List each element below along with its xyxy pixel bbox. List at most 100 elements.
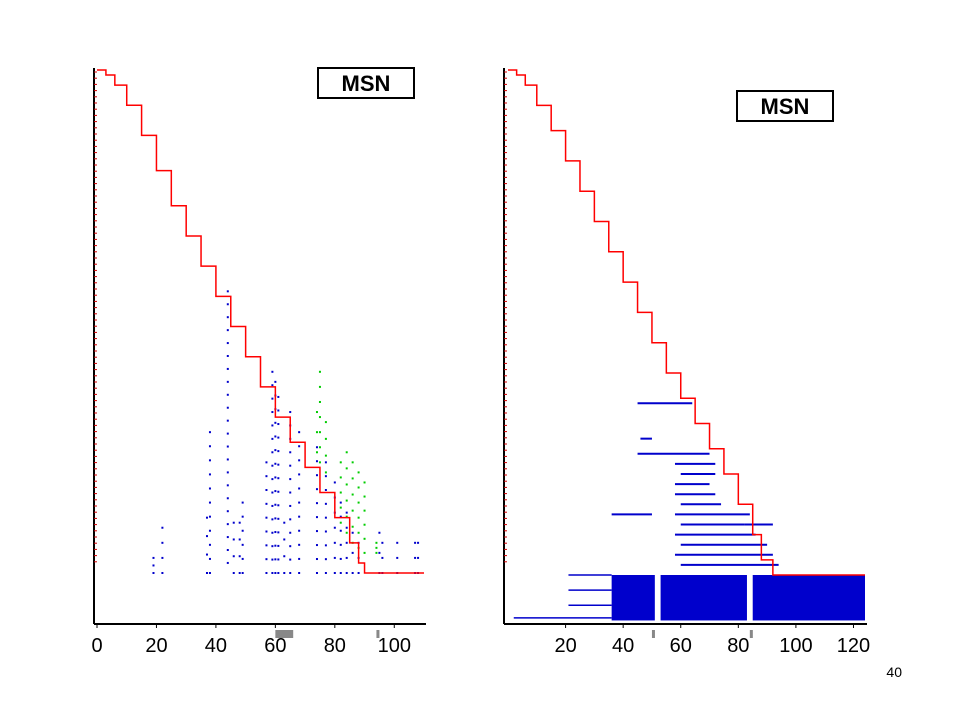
data-point [324,471,327,474]
data-point [271,518,274,521]
chart-right: 20 40 60 80 100 120 MSN [503,68,870,657]
data-point [277,504,280,507]
axis-marker [749,630,753,638]
data-point [289,411,292,414]
data-point [274,558,277,561]
data-point [363,495,366,498]
data-point [226,290,229,293]
data-point [226,367,229,370]
series-line [508,69,865,576]
data-point [208,431,211,434]
data-point [289,545,292,548]
data-point [226,445,229,448]
data-point [265,489,268,492]
data-point [324,437,327,440]
data-point [226,484,229,487]
data-point [274,531,277,534]
data-point [345,526,348,529]
data-point [271,384,274,387]
x-tick-label: 60 [264,635,286,657]
data-block [611,575,655,621]
data-point [232,572,235,574]
data-point [271,411,274,414]
data-point [339,491,342,494]
data-point [277,423,280,426]
data-point [283,538,286,541]
x-tick-label: 100 [378,635,411,657]
data-point [298,473,301,476]
data-point [298,543,301,546]
data-point [333,526,336,529]
data-point [345,515,348,518]
data-point [333,481,336,484]
data-point [339,515,342,518]
data-point [363,523,366,526]
axis-marker [275,630,294,638]
data-point [339,476,342,479]
data-point [277,395,280,398]
data-point [315,572,318,574]
data-point [324,475,327,478]
data-point [298,557,301,560]
data-point [205,572,208,574]
data-point [315,530,318,533]
data-point [208,557,211,560]
data-point [208,501,211,504]
data-point [333,556,336,559]
data-point [274,503,277,506]
data-point [208,445,211,448]
data-point [271,558,274,561]
data-point [241,515,244,518]
data-point [271,424,274,427]
data-point [161,541,164,544]
data-point [271,572,274,574]
data-point [274,421,277,424]
data-point [289,518,292,521]
data-point [298,445,301,448]
data-point [274,490,277,493]
data-point [205,535,208,538]
data-point [277,517,280,520]
data-point [298,572,301,574]
data-point [381,556,384,559]
data-point [396,541,399,544]
data-point [274,517,277,520]
data-point [277,436,280,439]
data-point [345,467,348,470]
data-point [241,557,244,560]
data-point [265,544,268,547]
data-point [345,556,348,559]
data-point [205,553,208,556]
data-point [277,572,280,574]
x-tick-label: 20 [554,635,576,657]
data-point [208,572,211,574]
data-point [238,521,241,524]
data-point [298,431,301,434]
data-point [241,572,244,574]
data-point [283,572,286,574]
data-point [324,454,327,457]
data-point [226,471,229,474]
data-point [152,572,155,574]
data-point [226,354,229,357]
data-point [339,557,342,560]
data-point [265,572,268,574]
data-point [339,461,342,464]
data-point [226,406,229,409]
data-point [324,489,327,492]
data-point [298,487,301,490]
data-point [226,510,229,513]
data-point [152,556,155,559]
data-point [208,487,211,490]
data-point [318,370,321,373]
data-point [238,572,241,574]
data-point [396,556,399,559]
data-point [339,543,342,546]
data-point [205,516,208,519]
data-point [333,541,336,544]
data-point [226,342,229,345]
data-point [226,419,229,422]
data-point [351,531,354,534]
data-point [226,393,229,396]
data-point [271,478,274,481]
